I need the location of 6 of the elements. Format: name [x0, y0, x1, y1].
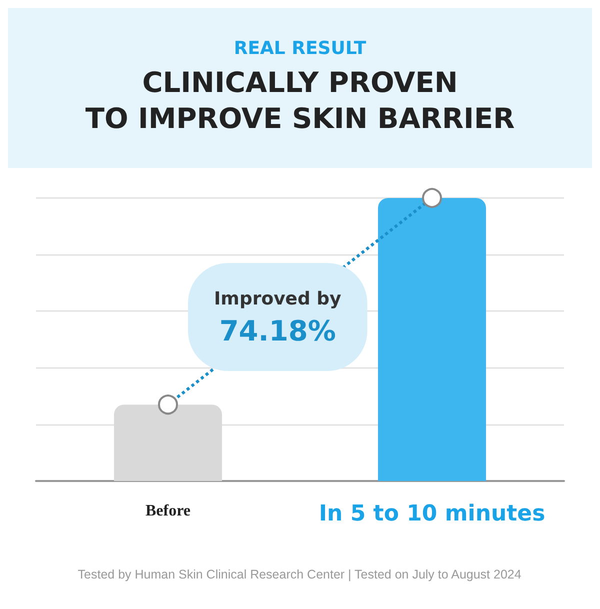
x-tick-label: Before: [145, 502, 191, 520]
text: Tested by Human Skin Clinical Research Center | Tested on July to August 2024: [78, 568, 522, 582]
chart-subtitle: REAL RESULT: [232, 38, 368, 59]
chart-title: CLINICALLY PROVEN TO IMPROVE SKIN BARRIER: [84, 65, 516, 137]
annotation: Improved by 74.18%: [214, 288, 342, 348]
x-tick-label: In 5 to 10 minutes: [318, 502, 546, 526]
